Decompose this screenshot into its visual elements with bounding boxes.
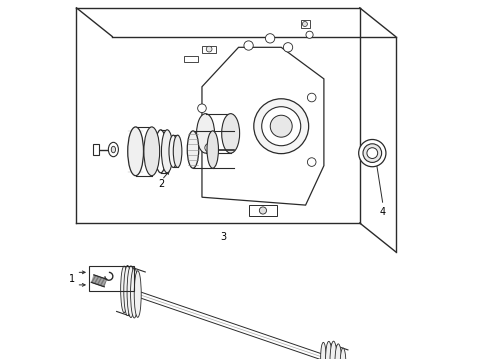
Circle shape [259,207,267,214]
Polygon shape [202,45,216,53]
Ellipse shape [221,114,240,153]
Text: 2: 2 [159,179,165,189]
Ellipse shape [196,114,215,153]
Ellipse shape [155,130,167,173]
Ellipse shape [121,266,128,313]
Ellipse shape [335,344,342,360]
Ellipse shape [173,135,182,167]
Ellipse shape [124,265,131,316]
Polygon shape [93,144,99,155]
Ellipse shape [187,131,199,168]
Circle shape [205,143,214,152]
Bar [89,266,134,291]
Polygon shape [202,47,324,205]
Circle shape [307,93,316,102]
Ellipse shape [127,266,135,318]
Ellipse shape [144,127,160,176]
Ellipse shape [161,130,173,173]
Ellipse shape [359,139,386,167]
Ellipse shape [330,341,337,360]
Text: 1: 1 [69,274,75,284]
Polygon shape [248,205,277,216]
Ellipse shape [363,144,382,162]
Ellipse shape [262,107,301,146]
Ellipse shape [128,127,144,176]
Circle shape [306,31,313,39]
Ellipse shape [320,342,326,360]
Ellipse shape [367,148,378,158]
Ellipse shape [169,135,177,167]
Text: 3: 3 [220,232,226,242]
Circle shape [302,22,307,27]
Polygon shape [184,56,198,62]
Ellipse shape [340,348,346,360]
Ellipse shape [270,115,292,137]
Ellipse shape [108,142,119,157]
Ellipse shape [130,268,138,318]
Circle shape [206,46,212,52]
Ellipse shape [207,131,219,168]
Circle shape [197,104,206,113]
Circle shape [307,158,316,166]
Ellipse shape [254,99,309,154]
Ellipse shape [134,271,141,318]
Ellipse shape [111,146,116,153]
Ellipse shape [325,341,332,360]
Circle shape [266,34,275,43]
Bar [300,21,310,28]
Circle shape [283,42,293,52]
Text: 4: 4 [380,207,386,217]
Circle shape [244,41,253,50]
